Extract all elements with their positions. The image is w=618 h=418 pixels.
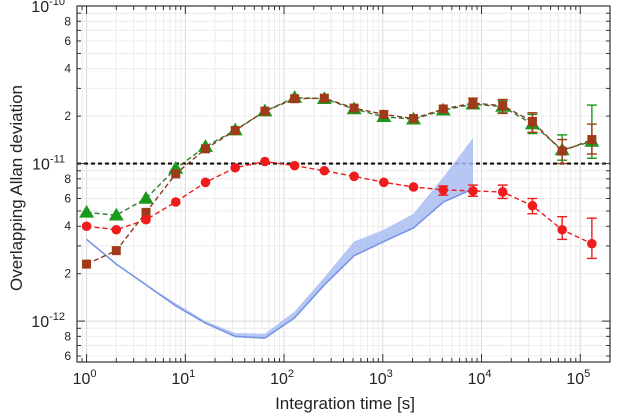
y-minor-tick-label: 4 [64, 219, 71, 233]
data-point-circle [200, 177, 211, 188]
y-minor-tick-label: 2 [64, 267, 71, 281]
data-point-circle [408, 182, 419, 192]
y-tick-label: 10-10 [31, 0, 65, 16]
data-point-triangle [79, 204, 95, 218]
y-minor-tick-label: 8 [64, 329, 71, 343]
y-axis-label: Overlapping Allan deviation [7, 85, 26, 291]
data-point-circle [141, 214, 151, 225]
y-minor-tick-label: 2 [64, 109, 71, 123]
error-bar [586, 217, 597, 260]
data-point-circle [289, 160, 300, 171]
y-tick-label: 10-12 [31, 311, 65, 331]
data-point-triangle [138, 190, 154, 204]
data-point-circle [319, 165, 330, 176]
data-point-square [468, 98, 478, 108]
data-point-circle [230, 162, 240, 173]
data-point-square [230, 126, 240, 136]
data-point-square [111, 246, 121, 256]
y-minor-tick-label: 6 [64, 349, 71, 363]
data-point-square [349, 103, 359, 113]
series-circle [81, 156, 597, 260]
series-group [79, 90, 600, 269]
data-point-circle [170, 197, 181, 207]
data-point-triangle [108, 207, 124, 221]
x-axis-label: Integration time [s] [275, 394, 415, 413]
y-tick-label: 10-11 [32, 154, 65, 174]
tick-labels-group: 100 101 102 103 104 105 10-12 10-11 10-10 6 8 2 4 6 8 2… [31, 0, 590, 388]
x-tick-label: 104 [468, 368, 492, 388]
data-point-square [379, 109, 389, 119]
data-point-circle [468, 186, 478, 196]
x-tick-label: 105 [566, 368, 590, 388]
data-point-circle [81, 221, 92, 232]
data-point-circle [557, 224, 567, 235]
data-point-square [200, 144, 210, 154]
y-minor-tick-label: 8 [64, 14, 71, 28]
data-point-circle [438, 185, 449, 195]
data-point-square [409, 114, 419, 124]
data-point-circle [527, 200, 538, 211]
data-point-square [527, 116, 537, 126]
series-line [86, 160, 593, 245]
data-point-square [587, 135, 597, 145]
data-point-circle [379, 177, 389, 188]
data-point-circle [587, 238, 597, 249]
data-point-square [171, 169, 181, 179]
data-point-square [438, 104, 448, 114]
band-group [86, 138, 474, 339]
series-square [82, 93, 597, 269]
band-lower-edge [86, 188, 474, 339]
data-point-circle [260, 156, 270, 167]
y-minor-tick-label: 6 [64, 191, 71, 205]
x-tick-label: 102 [270, 368, 294, 388]
x-tick-label: 101 [171, 368, 195, 388]
y-minor-tick-label: 8 [64, 172, 71, 186]
data-point-square [260, 106, 270, 116]
y-minor-tick-label: 6 [64, 34, 71, 48]
data-point-circle [497, 187, 508, 197]
data-point-square [290, 94, 300, 104]
axes-group [76, 5, 611, 363]
series-line [86, 97, 593, 265]
y-minor-tick-label: 4 [64, 62, 71, 76]
data-point-square [319, 93, 329, 103]
data-point-square [557, 146, 567, 156]
x-tick-label: 100 [73, 368, 97, 388]
data-point-square [498, 101, 508, 111]
data-point-circle [111, 224, 122, 235]
data-point-square [82, 259, 92, 269]
data-point-circle [349, 171, 359, 182]
x-tick-label: 103 [369, 368, 393, 388]
data-point-square [141, 207, 151, 217]
